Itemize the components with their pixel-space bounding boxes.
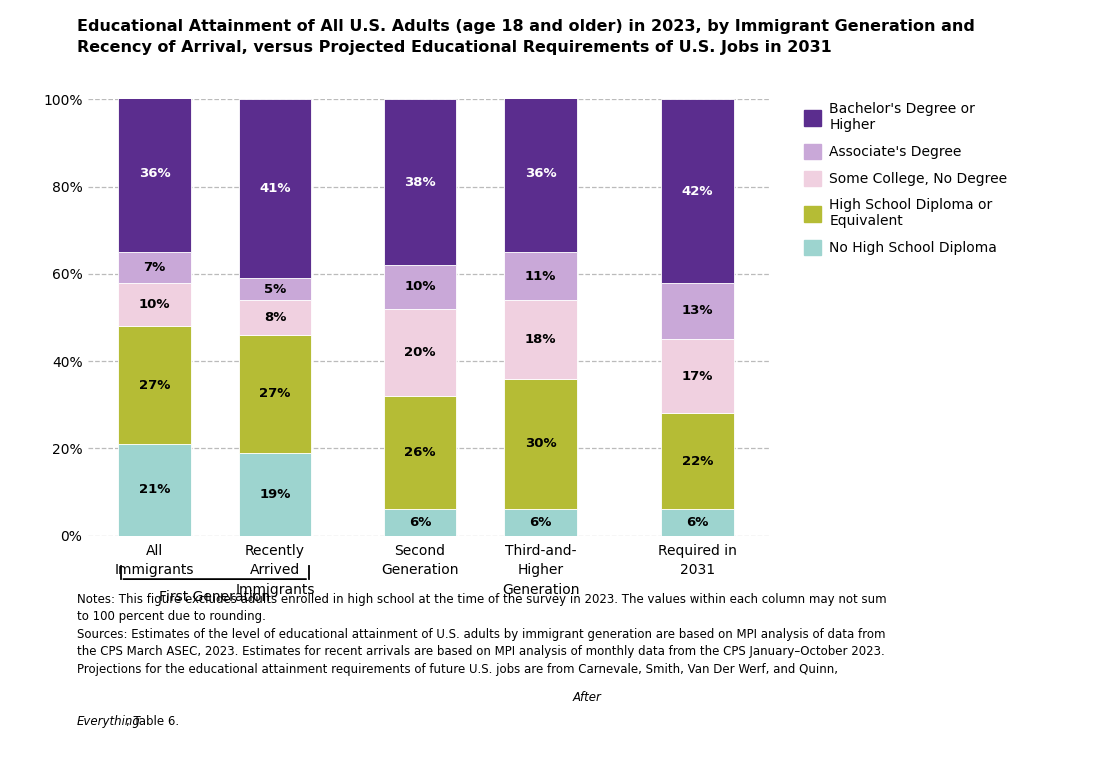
Bar (661, 340, 734, 413)
Bar (239, 300, 311, 335)
Text: 26%: 26% (404, 446, 436, 459)
Text: 38%: 38% (404, 176, 436, 189)
Text: 11%: 11% (525, 269, 557, 282)
Text: 30%: 30% (525, 438, 557, 451)
Text: First Generation: First Generation (160, 590, 271, 604)
Bar (505, 379, 576, 509)
Bar (384, 99, 456, 265)
Text: After: After (572, 691, 602, 704)
Text: 18%: 18% (525, 333, 557, 346)
Bar (505, 509, 576, 536)
Text: , Table 6.: , Table 6. (126, 715, 179, 728)
Text: 21%: 21% (139, 483, 170, 496)
Text: 27%: 27% (139, 379, 170, 392)
Bar (661, 282, 734, 340)
Text: Everything: Everything (77, 715, 141, 728)
Bar (239, 453, 311, 536)
Bar (118, 282, 190, 326)
Bar (661, 99, 734, 282)
Bar (384, 396, 456, 509)
Text: 19%: 19% (260, 487, 290, 500)
Bar (505, 300, 576, 379)
Text: Notes: This figure excludes adults enrolled in high school at the time of the su: Notes: This figure excludes adults enrol… (77, 593, 887, 675)
Text: 6%: 6% (529, 516, 552, 529)
Bar (118, 95, 190, 252)
Bar (239, 99, 311, 278)
Text: 36%: 36% (525, 167, 557, 180)
Text: 6%: 6% (409, 516, 431, 529)
Text: 13%: 13% (682, 304, 713, 317)
Text: Educational Attainment of All U.S. Adults (age 18 and older) in 2023, by Immigra: Educational Attainment of All U.S. Adult… (77, 19, 975, 54)
Legend: Bachelor's Degree or
Higher, Associate's Degree, Some College, No Degree, High S: Bachelor's Degree or Higher, Associate's… (804, 102, 1008, 256)
Text: 10%: 10% (139, 298, 170, 311)
Bar (661, 413, 734, 509)
Text: 41%: 41% (260, 182, 290, 195)
Bar (505, 252, 576, 300)
Text: 7%: 7% (143, 261, 165, 274)
Text: 42%: 42% (682, 184, 713, 197)
Bar (505, 95, 576, 252)
Text: 5%: 5% (264, 282, 286, 295)
Bar (239, 335, 311, 453)
Text: 17%: 17% (682, 369, 713, 382)
Bar (384, 265, 456, 309)
Text: 22%: 22% (682, 455, 713, 468)
Text: 36%: 36% (139, 167, 170, 180)
Text: 20%: 20% (404, 346, 436, 359)
Bar (118, 252, 190, 282)
Text: 27%: 27% (260, 387, 290, 400)
Bar (239, 278, 311, 300)
Bar (661, 509, 734, 536)
Text: 8%: 8% (264, 311, 286, 324)
Bar (118, 326, 190, 444)
Bar (384, 309, 456, 396)
Text: 6%: 6% (686, 516, 708, 529)
Bar (384, 509, 456, 536)
Bar (118, 444, 190, 536)
Text: 10%: 10% (404, 281, 436, 294)
